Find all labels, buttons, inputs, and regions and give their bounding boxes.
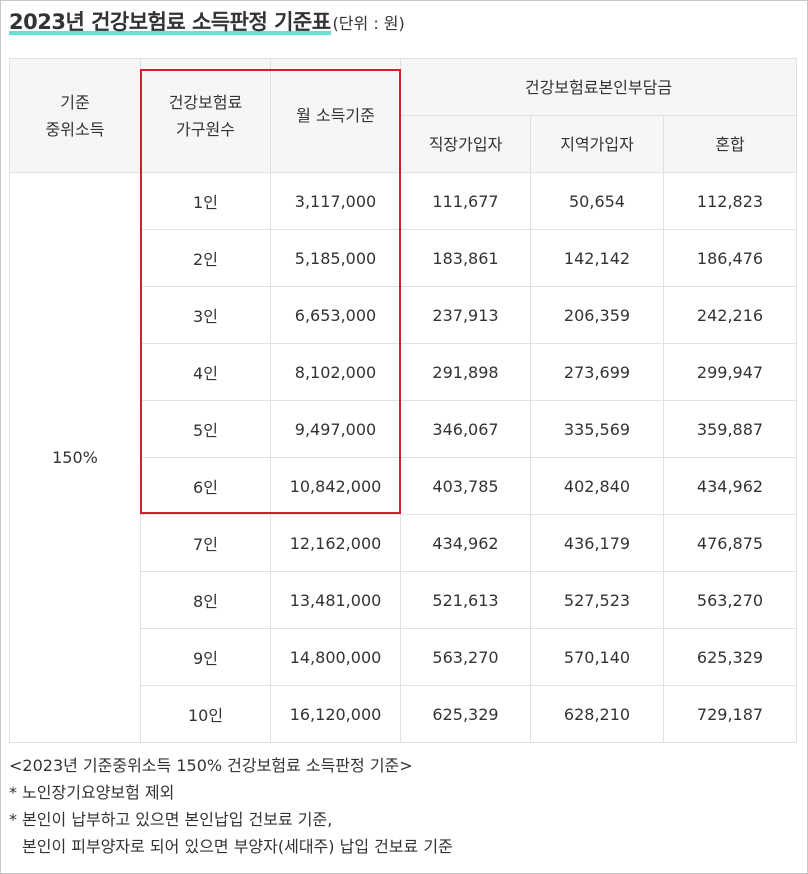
cell-mixed: 242,216 [662, 286, 798, 344]
header-median-income-line2: 중위소득 [45, 119, 105, 139]
cell-members: 9인 [140, 628, 271, 686]
table-row: 10인 16,120,000 625,329 628,210 729,187 [10, 685, 798, 743]
cell-employee: 346,067 [400, 400, 531, 458]
page-title: 2023년 건강보험료 소득판정 기준표 (단위 : 원) [9, 6, 405, 36]
header-median-income: 기준 중위소득 [9, 58, 141, 173]
cell-regional: 436,179 [530, 514, 664, 572]
cell-employee: 111,677 [400, 172, 531, 230]
header-median-income-line1: 기준 [60, 92, 90, 112]
cell-mixed: 434,962 [662, 457, 798, 515]
cell-members: 10인 [140, 685, 271, 743]
cell-employee: 291,898 [400, 343, 531, 401]
title-main: 2023년 건강보험료 소득판정 기준표 [9, 10, 331, 35]
footnote-item-continued: 본인이 피부양자로 되어 있으면 부양자(세대주) 납입 건보료 기준 [22, 837, 453, 856]
median-income-rate: 150% [9, 172, 141, 743]
cell-mixed: 112,823 [662, 172, 798, 230]
table-row: 3인 6,653,000 237,913 206,359 242,216 [10, 286, 798, 344]
cell-income: 12,162,000 [270, 514, 401, 572]
footnote-item: * 본인이 납부하고 있으면 본인납입 건보료 기준, [9, 810, 333, 829]
cell-income: 13,481,000 [270, 571, 401, 629]
cell-mixed: 299,947 [662, 343, 798, 401]
cell-regional: 402,840 [530, 457, 664, 515]
cell-members: 2인 [140, 229, 271, 287]
cell-members: 3인 [140, 286, 271, 344]
cell-mixed: 476,875 [662, 514, 798, 572]
cell-income: 6,653,000 [270, 286, 401, 344]
cell-regional: 527,523 [530, 571, 664, 629]
cell-income: 3,117,000 [270, 172, 401, 230]
table-row: 8인 13,481,000 521,613 527,523 563,270 [10, 571, 798, 629]
header-household-line2: 가구원수 [176, 119, 235, 139]
footnote-item: * 노인장기요양보험 제외 [9, 783, 175, 802]
table-row: 2인 5,185,000 183,861 142,142 186,476 [10, 229, 798, 287]
table-row: 9인 14,800,000 563,270 570,140 625,329 [10, 628, 798, 686]
cell-income: 10,842,000 [270, 457, 401, 515]
cell-members: 6인 [140, 457, 271, 515]
cell-income: 8,102,000 [270, 343, 401, 401]
cell-mixed: 729,187 [662, 685, 798, 743]
table-row: 7인 12,162,000 434,962 436,179 476,875 [10, 514, 798, 572]
header-employee: 직장가입자 [400, 115, 531, 173]
cell-employee: 434,962 [400, 514, 531, 572]
cell-employee: 625,329 [400, 685, 531, 743]
footnotes: <2023년 기준중위소득 150% 건강보험료 소득판정 기준> * 노인장기… [9, 752, 453, 860]
footnote-caption: <2023년 기준중위소득 150% 건강보험료 소득판정 기준> [9, 756, 413, 775]
table-row: 150% 1인 3,117,000 111,677 50,654 112,823 [9, 172, 798, 743]
cell-members: 4인 [140, 343, 271, 401]
cell-members: 5인 [140, 400, 271, 458]
cell-employee: 521,613 [400, 571, 531, 629]
income-criteria-table: 기준 중위소득 건강보험료 가구원수 월 소득기준 건강보험료본인부담금 직장가… [9, 58, 798, 743]
cell-mixed: 359,887 [662, 400, 798, 458]
cell-employee: 403,785 [400, 457, 531, 515]
cell-income: 5,185,000 [270, 229, 401, 287]
cell-income: 14,800,000 [270, 628, 401, 686]
cell-regional: 335,569 [530, 400, 664, 458]
cell-regional: 50,654 [530, 172, 664, 230]
cell-regional: 206,359 [530, 286, 664, 344]
header-mixed: 혼합 [662, 115, 798, 173]
cell-employee: 237,913 [400, 286, 531, 344]
cell-regional: 628,210 [530, 685, 664, 743]
cell-members: 1인 [140, 172, 271, 230]
header-regional: 지역가입자 [530, 115, 664, 173]
cell-members: 7인 [140, 514, 271, 572]
cell-employee: 563,270 [400, 628, 531, 686]
cell-income: 16,120,000 [270, 685, 401, 743]
cell-regional: 570,140 [530, 628, 664, 686]
cell-members: 8인 [140, 571, 271, 629]
cell-regional: 273,699 [530, 343, 664, 401]
title-unit: (단위 : 원) [332, 14, 405, 33]
table-row: 6인 10,842,000 403,785 402,840 434,962 [10, 457, 798, 515]
table-row: 5인 9,497,000 346,067 335,569 359,887 [10, 400, 798, 458]
cell-regional: 142,142 [530, 229, 664, 287]
cell-income: 9,497,000 [270, 400, 401, 458]
cell-mixed: 625,329 [662, 628, 798, 686]
header-monthly-income: 월 소득기준 [270, 58, 401, 173]
header-contribution-group: 건강보험료본인부담금 [399, 58, 798, 116]
cell-mixed: 563,270 [662, 571, 798, 629]
cell-employee: 183,861 [400, 229, 531, 287]
table-row: 4인 8,102,000 291,898 273,699 299,947 [10, 343, 798, 401]
header-household-members: 건강보험료 가구원수 [140, 58, 271, 173]
header-household-line1: 건강보험료 [168, 92, 243, 112]
cell-mixed: 186,476 [662, 229, 798, 287]
